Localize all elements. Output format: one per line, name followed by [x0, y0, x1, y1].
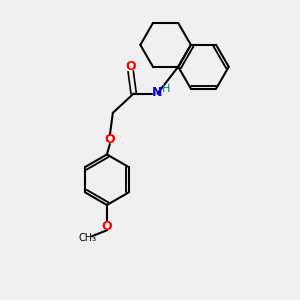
Text: O: O	[102, 220, 112, 233]
Text: N: N	[152, 85, 162, 98]
Text: CH₃: CH₃	[79, 233, 97, 243]
Text: O: O	[105, 133, 115, 146]
Text: H: H	[162, 84, 170, 94]
Text: O: O	[125, 60, 136, 73]
